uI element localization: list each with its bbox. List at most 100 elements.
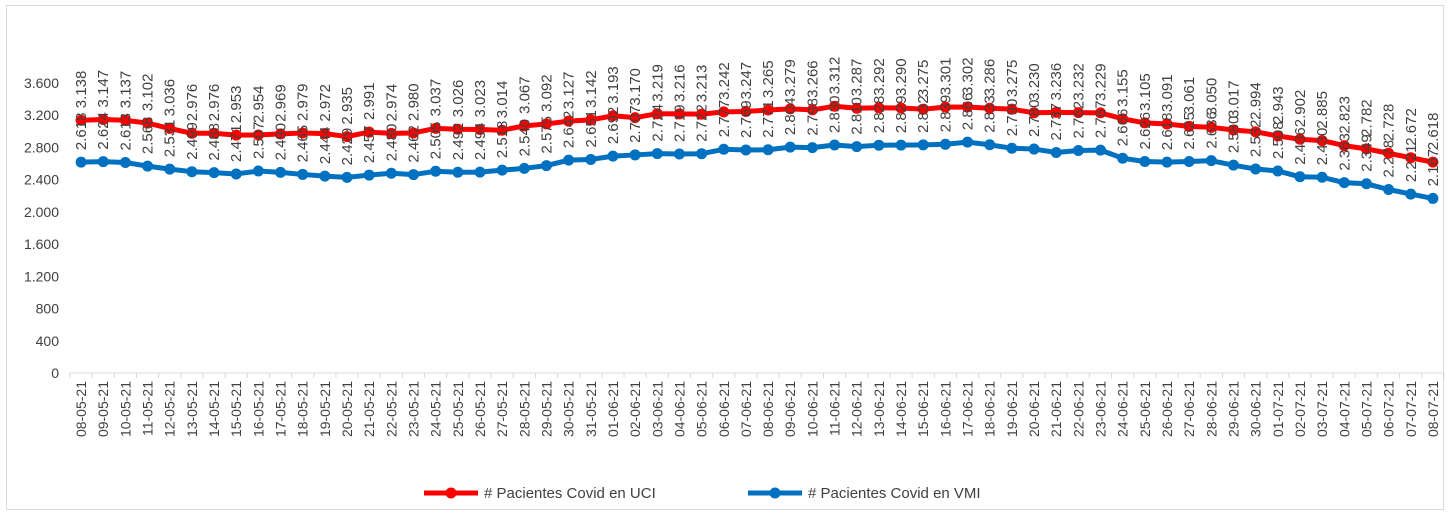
series-1-point: [1360, 143, 1372, 155]
series-1-data-label: 2.991: [361, 83, 378, 121]
series-1-data-label: 3.279: [782, 59, 799, 97]
x-tick-label: 18-05-21: [295, 381, 311, 437]
series-1-data-label: 3.105: [1137, 73, 1154, 111]
series-1-point: [1183, 120, 1195, 132]
series-2-data-label: 2.830: [827, 95, 844, 133]
y-tick-label: 1.600: [24, 236, 59, 252]
legend-marker-1: [445, 487, 457, 499]
series-1-data-label: 3.155: [1115, 69, 1132, 107]
series-1-point: [75, 114, 87, 126]
series-2-point: [1405, 188, 1417, 200]
series-2-point: [962, 136, 974, 148]
x-tick-label: 01-07-21: [1270, 381, 1286, 437]
series-1-point: [762, 104, 774, 116]
x-tick-label: 06-06-21: [716, 381, 732, 437]
series-2-point: [97, 156, 109, 168]
series-2-point: [1095, 144, 1106, 156]
x-tick-label: 08-05-21: [73, 381, 89, 437]
series-1-point: [962, 101, 974, 113]
series-2-point: [540, 160, 552, 172]
series-2-point: [740, 144, 752, 156]
series-1-data-label: 2.902: [1292, 90, 1309, 128]
series-1-data-label: 3.092: [538, 74, 555, 112]
series-1-data-label: 3.290: [893, 58, 910, 96]
series-2-data-label: 2.618: [73, 113, 90, 151]
series-2-point: [319, 170, 331, 182]
series-1-point: [319, 128, 331, 140]
series-2-data-label: 2.167: [1425, 149, 1442, 187]
series-1-point: [496, 124, 508, 136]
series-1-point: [1006, 103, 1018, 115]
series-2-point: [297, 168, 309, 180]
series-1-data-label: 3.138: [73, 71, 90, 109]
series-1-point: [1383, 147, 1395, 159]
series-1-point: [629, 112, 641, 124]
series-1-data-label: 2.976: [184, 84, 201, 122]
series-2-point: [718, 143, 730, 155]
x-tick-label: 02-06-21: [627, 381, 643, 437]
series-2-data-label: 2.762: [1070, 101, 1087, 139]
series-2-data-label: 2.531: [162, 120, 179, 158]
series-2-point: [629, 149, 641, 161]
series-2-data-label: 2.363: [1336, 133, 1353, 171]
series-1-data-label: 3.286: [982, 59, 999, 97]
x-tick-label: 24-06-21: [1115, 381, 1131, 437]
series-1-point: [1205, 121, 1217, 133]
series-1-point: [1405, 152, 1417, 164]
series-2-data-label: 2.833: [982, 95, 999, 133]
series-2-data-label: 2.624: [95, 112, 112, 150]
series-1-point: [939, 101, 951, 113]
series-1-point: [1117, 113, 1129, 125]
series-1-point: [341, 131, 353, 143]
series-1-data-label: 2.943: [1270, 86, 1287, 124]
series-2-data-label: 2.507: [250, 122, 267, 160]
series-1-data-label: 3.213: [694, 65, 711, 103]
series-2-point: [452, 166, 464, 178]
series-1-point: [119, 114, 131, 126]
x-tick-label: 19-05-21: [317, 381, 333, 437]
series-2-data-label: 2.692: [605, 107, 622, 145]
series-1-data-label: 3.142: [583, 70, 600, 108]
series-1-data-label: 3.247: [738, 62, 755, 100]
series-2-point: [1183, 156, 1195, 168]
series-2-data-label: 2.771: [760, 100, 777, 138]
series-1-data-label: 3.265: [760, 60, 777, 98]
y-tick-label: 2.800: [24, 139, 59, 155]
x-tick-label: 30-06-21: [1248, 381, 1264, 437]
series-1-data-label: 3.193: [605, 66, 622, 104]
x-tick-label: 20-06-21: [1026, 381, 1042, 437]
series-1-point: [563, 115, 575, 127]
series-2-data-label: 2.804: [782, 98, 799, 136]
series-1-data-label: 3.301: [937, 58, 954, 96]
series-1-point: [385, 127, 397, 139]
series-2-point: [1050, 147, 1062, 159]
series-2-point: [430, 165, 442, 177]
series-2-data-label: 2.278: [1381, 140, 1398, 178]
series-1-data-label: 2.974: [383, 84, 400, 122]
series-2-data-label: 2.866: [960, 93, 977, 131]
series-2-point: [142, 160, 154, 172]
x-tick-label: 26-06-21: [1159, 381, 1175, 437]
x-tick-label: 22-05-21: [383, 381, 399, 437]
series-1-data-label: 3.091: [1159, 74, 1176, 112]
x-tick-label: 21-06-21: [1048, 381, 1064, 437]
series-1-point: [408, 127, 419, 139]
y-tick-label: 800: [36, 301, 60, 317]
series-1-data-label: 3.014: [494, 81, 511, 119]
series-1-data-label: 2.935: [339, 87, 356, 125]
series-1-point: [696, 108, 708, 120]
series-2-data-label: 2.832: [915, 95, 932, 133]
series-2-data-label: 2.780: [1026, 100, 1043, 138]
series-2-data-label: 2.767: [1093, 101, 1110, 139]
series-2-data-label: 2.810: [849, 97, 866, 135]
series-1-point: [97, 113, 109, 125]
series-1-data-label: 2.618: [1425, 113, 1442, 151]
series-2-point: [408, 169, 419, 181]
series-2-data-label: 2.722: [694, 104, 711, 142]
x-tick-label: 29-06-21: [1225, 381, 1241, 437]
series-1-data-label: 2.994: [1248, 82, 1265, 120]
series-2-data-label: 2.499: [184, 122, 201, 160]
series-1-data-label: 3.242: [716, 62, 733, 100]
legend-marker-2: [769, 487, 781, 499]
series-2-point: [1294, 171, 1306, 183]
